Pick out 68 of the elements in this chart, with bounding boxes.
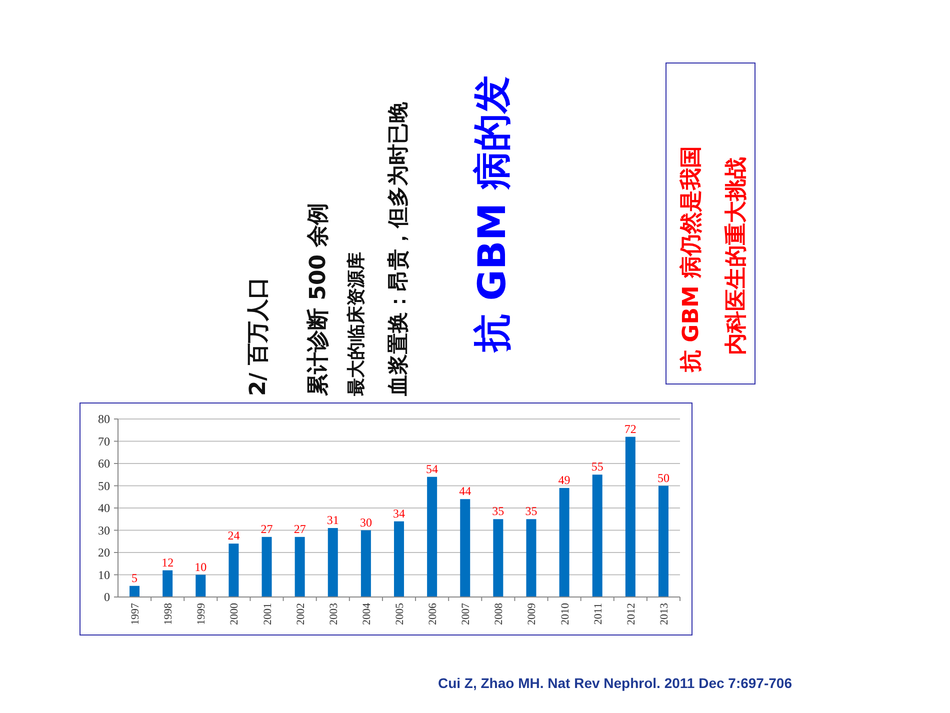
y-tick-label: 70 [98, 434, 110, 448]
x-tick-label: 1997 [130, 602, 142, 625]
x-tick-label: 2005 [394, 602, 406, 625]
bar [196, 574, 206, 597]
text: 2/ 百万人口 [246, 276, 271, 396]
data-label: 5 [132, 570, 138, 585]
y-tick-label: 30 [98, 523, 110, 538]
data-label: 72 [624, 422, 636, 436]
data-label: 34 [393, 506, 405, 520]
bar [625, 436, 636, 597]
text: 累计诊断 500 余例 [306, 202, 331, 397]
data-label: 50 [657, 470, 670, 485]
data-label: 31 [326, 513, 339, 528]
text: 抗 GBM 病的发 [470, 76, 514, 353]
x-tick-label: 2013 [658, 602, 670, 625]
bar [460, 499, 470, 597]
data-label: 27 [260, 522, 273, 536]
bar [394, 521, 404, 597]
x-tick-label: 2007 [460, 602, 472, 625]
bar [228, 544, 239, 597]
text: 最大的临床资源库 [346, 252, 367, 397]
x-tick-label: 1999 [196, 602, 208, 625]
text: 内科医生的重大挑战 [724, 157, 749, 355]
y-tick-label: 10 [98, 568, 110, 582]
data-label: 55 [591, 460, 604, 474]
x-tick-label: 2006 [427, 602, 440, 625]
data-label: 10 [194, 560, 207, 574]
y-tick-label: 80 [98, 412, 110, 426]
y-tick-label: 50 [98, 478, 110, 493]
data-label: 35 [525, 504, 538, 518]
x-tick-label: 2001 [262, 603, 274, 625]
data-label: 54 [426, 462, 438, 476]
bar [592, 474, 602, 597]
y-tick-label: 40 [98, 501, 110, 515]
data-label: 44 [459, 484, 472, 498]
bar [328, 528, 338, 597]
y-tick-label: 0 [104, 590, 110, 604]
bar [493, 519, 504, 597]
text: Cui Z, Zhao MH. Nat Rev Nephrol. 2011 Dec 7:697-706 [438, 675, 792, 691]
data-label: 24 [228, 528, 240, 543]
y-tick-label: 60 [98, 456, 110, 470]
x-tick-label: 2010 [559, 602, 572, 625]
x-tick-label: 2012 [625, 603, 638, 625]
x-tick-label: 2003 [328, 602, 340, 625]
bar [658, 486, 668, 597]
data-label: 12 [162, 555, 174, 570]
bar [262, 536, 272, 597]
bar [360, 530, 371, 597]
x-tick-label: 1998 [162, 602, 175, 625]
y-tick-label: 20 [98, 546, 110, 560]
bar [526, 519, 536, 597]
bar [559, 488, 570, 597]
bar [427, 476, 438, 597]
x-tick-label: 2009 [526, 602, 538, 625]
x-tick-label: 2008 [493, 602, 506, 625]
text: 抗 GBM 病仍然是我国 [679, 146, 704, 373]
x-tick-label: 2000 [228, 602, 241, 625]
data-label: 49 [558, 472, 570, 487]
x-tick-label: 2004 [360, 602, 373, 625]
bar [162, 570, 173, 597]
x-tick-label: 2002 [294, 603, 307, 625]
x-tick-label: 2011 [592, 603, 604, 625]
text: 血浆置换：昂贵，但多为时已晚 [386, 101, 410, 397]
bar [130, 586, 140, 597]
data-label: 35 [492, 504, 504, 518]
bar [294, 536, 305, 597]
data-label: 27 [294, 522, 306, 536]
data-label: 30 [360, 515, 372, 530]
